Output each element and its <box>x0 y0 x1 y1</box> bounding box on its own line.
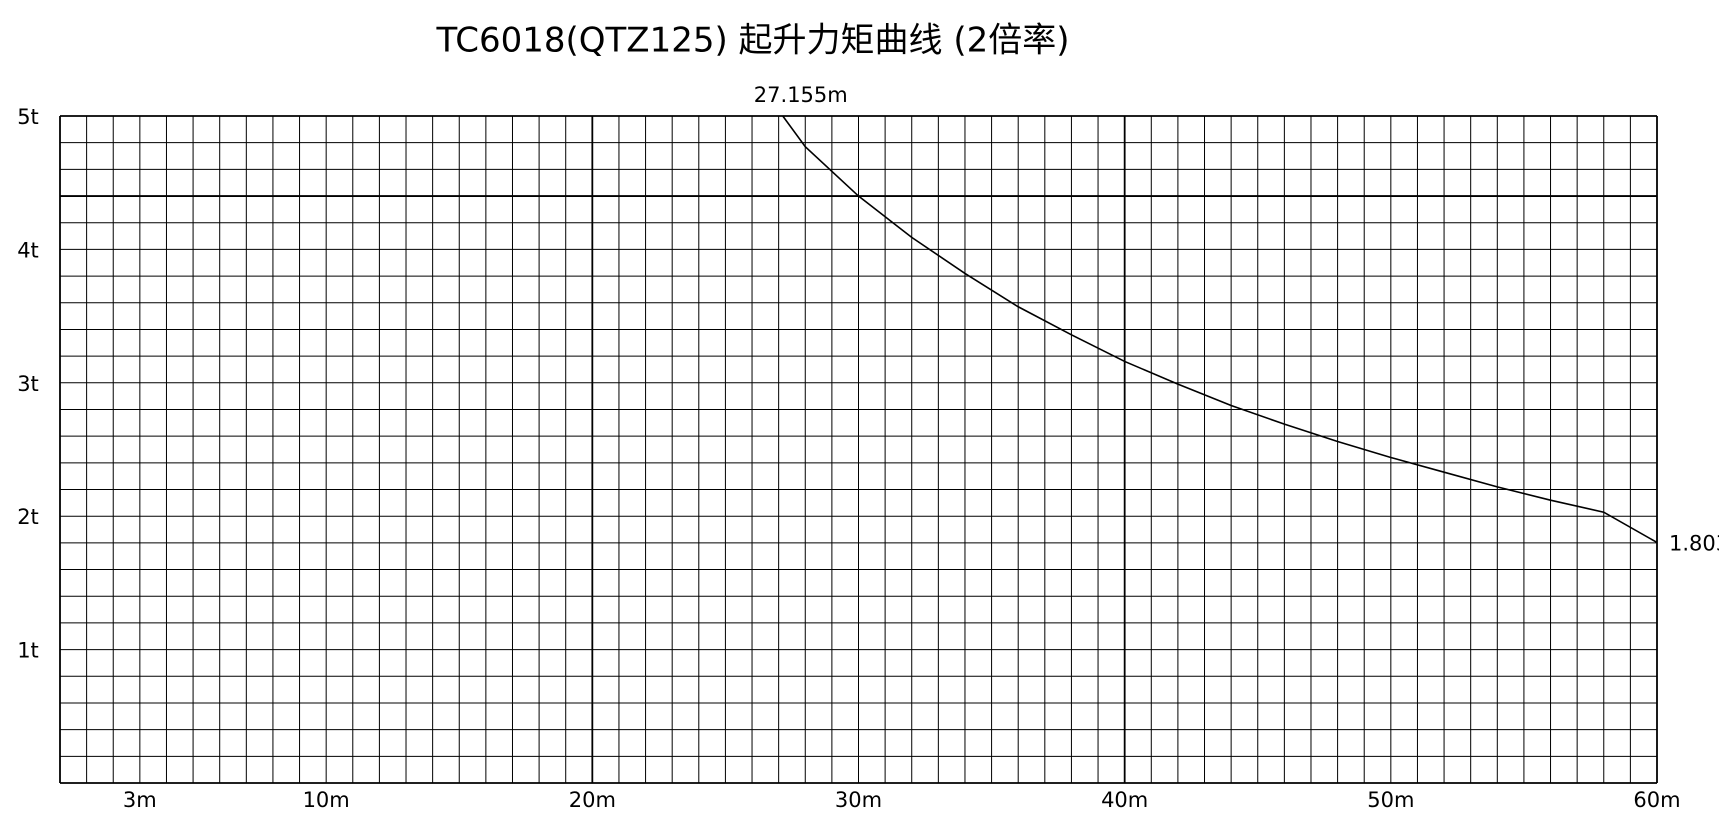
y-tick-label: 1t <box>17 639 39 663</box>
x-tick-label: 10m <box>303 788 350 812</box>
x-tick-label: 3m <box>123 788 157 812</box>
x-tick-label: 30m <box>835 788 882 812</box>
grid <box>59 115 1658 784</box>
y-tick-label: 2t <box>17 505 39 529</box>
chart-title: TC6018(QTZ125) 起升力矩曲线 (2倍率) <box>435 21 1069 61</box>
annotations: 27.155m 1.803 <box>754 83 1719 555</box>
x-tick-label: 40m <box>1101 788 1148 812</box>
y-tick-label: 3t <box>17 372 39 396</box>
series-line <box>782 115 1658 544</box>
annotation-end-load: 1.803 <box>1669 531 1719 555</box>
x-tick-label: 60m <box>1633 788 1680 812</box>
annotation-start-radius: 27.155m <box>754 83 848 107</box>
x-tick-label: 20m <box>569 788 616 812</box>
curve-layer <box>782 115 1658 544</box>
tick-labels: 3m 10m 20m 30m 40m 50m 60m 1t 2t 3t 4t 5t <box>17 105 1680 812</box>
x-tick-label: 50m <box>1367 788 1414 812</box>
y-tick-label: 4t <box>17 238 39 262</box>
y-tick-label: 5t <box>17 105 39 129</box>
